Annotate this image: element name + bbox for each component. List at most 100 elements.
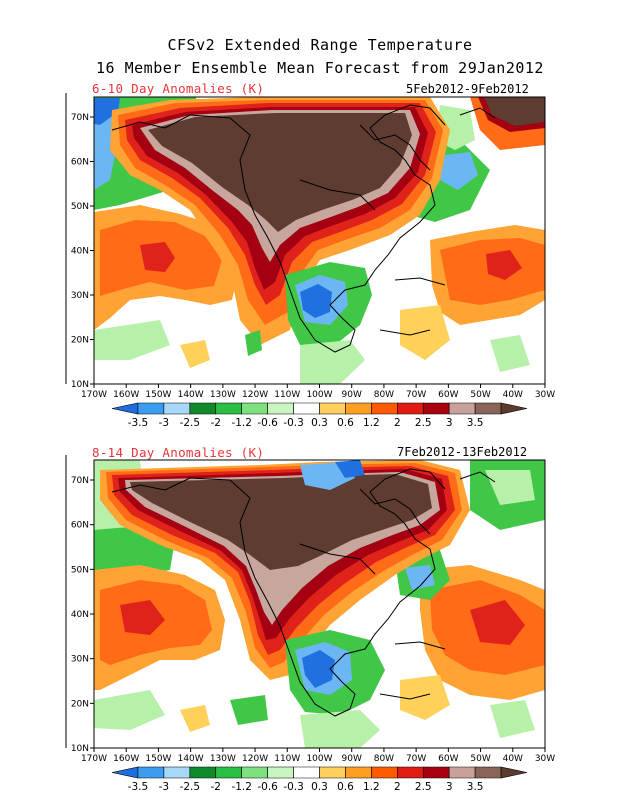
panel1-dates: 5Feb2012-9Feb2012 <box>406 82 529 96</box>
panel2-lon-label: 40W <box>503 754 523 764</box>
colorbar2-swatch <box>345 766 372 779</box>
colorbar1-label: -2 <box>211 417 221 429</box>
colorbar1-swatch <box>137 402 165 415</box>
colorbar1-swatch <box>500 402 528 415</box>
colorbar1-swatch <box>422 402 450 415</box>
colorbar2-label: -2 <box>211 781 221 793</box>
panel2-lon-label: 160W <box>113 754 139 764</box>
colorbar2-label: 3.5 <box>467 781 484 793</box>
colorbar2-swatch <box>319 766 346 779</box>
panel2-lon-label: 90W <box>342 754 362 764</box>
colorbar2-swatch <box>111 766 139 779</box>
panel1-map <box>94 97 545 384</box>
panel1-lon-label: 90W <box>342 390 362 400</box>
panel2-lon-label: 100W <box>306 754 332 764</box>
panel1-lat-label: 30N <box>71 291 89 301</box>
colorbar1-swatch <box>215 402 242 415</box>
panel1-lat-label: 20N <box>71 336 89 346</box>
colorbar1-swatch <box>293 402 320 415</box>
colorbar1-label: -2.5 <box>180 417 201 429</box>
title-line-2: 16 Member Ensemble Mean Forecast from 29… <box>96 59 544 77</box>
colorbar1-swatch <box>241 402 268 415</box>
panel1-lon-label: 140W <box>178 390 204 400</box>
panel2-lat-label: 20N <box>71 699 89 709</box>
colorbar1-label: -0.6 <box>257 417 278 429</box>
panel1-lat-label: 60N <box>71 158 89 168</box>
panel1-lon-label: 170W <box>81 390 107 400</box>
colorbar2-label: 1.2 <box>363 781 380 793</box>
colorbar1-swatch <box>371 402 398 415</box>
colorbar1-label: 0.3 <box>311 417 328 429</box>
panel1-lon-label: 80W <box>374 390 394 400</box>
panel2-map <box>94 460 545 748</box>
colorbar1-swatch <box>267 402 294 415</box>
colorbar1-label: 3 <box>446 417 453 429</box>
panel1-lon-label: 100W <box>306 390 332 400</box>
colorbar2-label: -3.5 <box>128 781 149 793</box>
panel1-lon-label: 50W <box>470 390 490 400</box>
panel2-lon-label: 70W <box>406 754 426 764</box>
colorbar2-swatch <box>422 766 450 779</box>
panel2-lon-label: 80W <box>374 754 394 764</box>
colorbar1-label: 1.2 <box>363 417 380 429</box>
colorbar1-label: -3.5 <box>128 417 149 429</box>
colorbar2-label: -2.5 <box>180 781 201 793</box>
panel1-lon-label: 150W <box>145 390 171 400</box>
colorbar2-label: 0.6 <box>337 781 354 793</box>
panel2-lon-label: 120W <box>242 754 268 764</box>
colorbar2-swatch <box>474 766 502 779</box>
colorbar1-label: -0.3 <box>283 417 304 429</box>
panel2-lon-label: 30W <box>535 754 555 764</box>
colorbar2-label: 0.3 <box>311 781 328 793</box>
panel1-lon-label: 120W <box>242 390 268 400</box>
colorbar2-swatch <box>215 766 242 779</box>
panel1-lat-label: 40N <box>71 247 89 257</box>
panel2-dates: 7Feb2012-13Feb2012 <box>397 445 528 459</box>
panel1-lon-label: 60W <box>438 390 458 400</box>
panel2-lat-label: 70N <box>71 476 89 486</box>
colorbar2-label: -3 <box>159 781 169 793</box>
panel2-lon-label: 140W <box>178 754 204 764</box>
panel2-lon-label: 130W <box>210 754 236 764</box>
panel2-lon-label: 110W <box>274 754 300 764</box>
panel2-lat-label: 60N <box>71 521 89 531</box>
colorbar2-label: -0.3 <box>283 781 304 793</box>
panel1-lon-label: 40W <box>503 390 523 400</box>
panel2-lon-label: 50W <box>470 754 490 764</box>
panel2-lon-label: 60W <box>438 754 458 764</box>
panel1-lon-label: 160W <box>113 390 139 400</box>
colorbar2-swatch <box>371 766 398 779</box>
colorbar2-swatch <box>397 766 424 779</box>
panel1-lat-label: 50N <box>71 202 89 212</box>
colorbar2-swatch <box>500 766 528 779</box>
colorbar2-swatch <box>241 766 268 779</box>
panel2-title: 8-14 Day Anomalies (K) <box>92 445 265 460</box>
panel1-lon-label: 110W <box>274 390 300 400</box>
colorbar1-swatch <box>474 402 502 415</box>
colorbar1-swatch <box>163 402 191 415</box>
colorbar2-swatch <box>267 766 294 779</box>
colorbar2-swatch <box>137 766 165 779</box>
colorbar2-label: -1.2 <box>231 781 252 793</box>
panel2-lon-label: 170W <box>81 754 107 764</box>
panel2-lat-label: 10N <box>71 744 89 754</box>
colorbar2-label: 3 <box>446 781 453 793</box>
colorbar2-swatch <box>189 766 217 779</box>
colorbar2-swatch <box>448 766 476 779</box>
colorbar1-swatch <box>448 402 476 415</box>
panel2-lat-label: 30N <box>71 655 89 665</box>
colorbar1-swatch <box>397 402 424 415</box>
colorbar1-label: -3 <box>159 417 169 429</box>
colorbar2-label: 2 <box>394 781 401 793</box>
colorbar1-swatch <box>111 402 139 415</box>
title-line-1: CFSv2 Extended Range Temperature <box>167 36 473 54</box>
colorbar1-swatch <box>345 402 372 415</box>
colorbar2-swatch <box>163 766 191 779</box>
colorbar1-label: 2 <box>394 417 401 429</box>
colorbar2-label: 2.5 <box>415 781 432 793</box>
colorbar1-label: -1.2 <box>231 417 252 429</box>
colorbar2-swatch <box>293 766 320 779</box>
panel1-lon-label: 130W <box>210 390 236 400</box>
panel1-lat-label: 70N <box>71 113 89 123</box>
